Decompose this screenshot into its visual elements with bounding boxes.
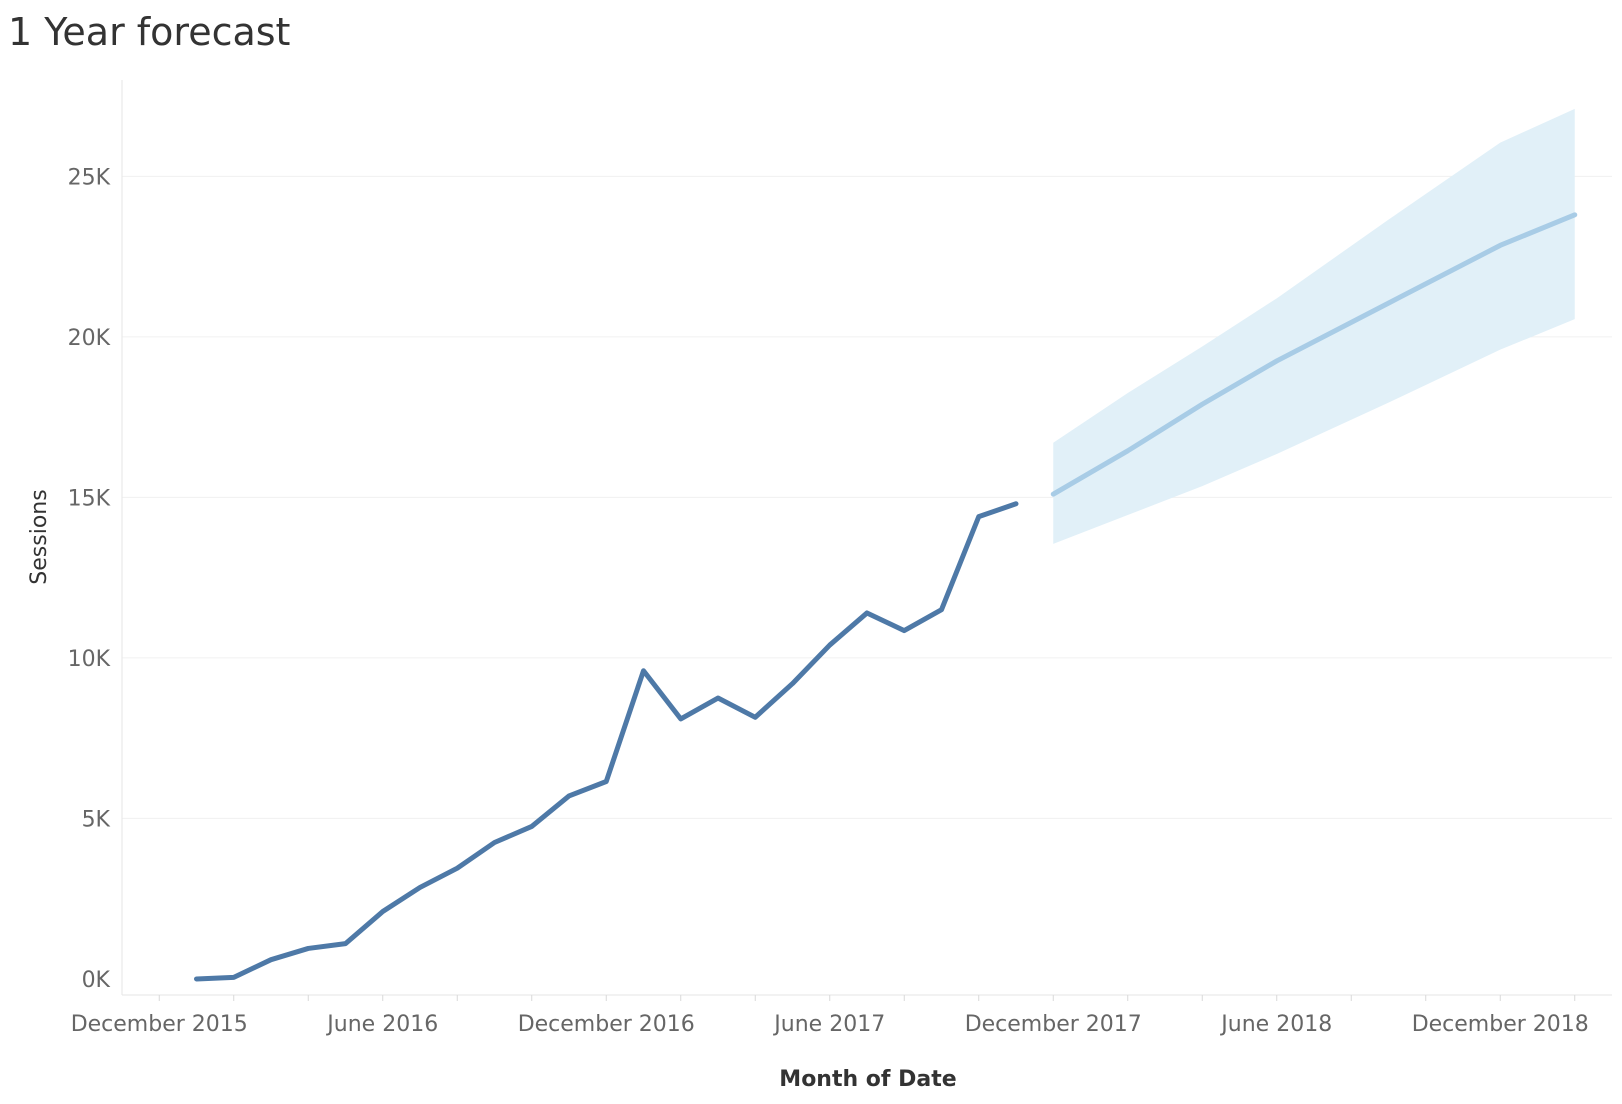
y-tick-label: 5K	[82, 807, 111, 832]
y-tick-label: 10K	[68, 647, 111, 672]
forecast-band	[1053, 108, 1575, 544]
x-tick-label: December 2017	[965, 1012, 1142, 1037]
forecast-confidence-band	[1053, 108, 1575, 544]
y-tick-label: 20K	[68, 326, 111, 351]
grid-lines	[122, 175, 1612, 819]
x-axis-title: Month of Date	[779, 1067, 956, 1092]
x-tick-label: June 2018	[1219, 1012, 1332, 1037]
series-lines	[194, 212, 1578, 982]
axes: 0K 5K 10K 15K 20K 25K December 2015 June 2016 De…	[68, 80, 1612, 1037]
x-tick-label: June 2017	[772, 1012, 885, 1037]
y-tick-label: 0K	[82, 968, 111, 993]
x-tick-label: December 2016	[518, 1012, 695, 1037]
y-tick-label: 25K	[68, 165, 111, 190]
x-tick-label: December 2018	[1412, 1012, 1589, 1037]
y-axis-title: Sessions	[27, 489, 52, 584]
x-tick-label: December 2015	[71, 1012, 248, 1037]
chart-title: 1 Year forecast	[8, 10, 291, 54]
actual-sessions-line	[194, 501, 1019, 982]
y-tick-label: 15K	[68, 486, 111, 511]
x-tick-label: June 2016	[325, 1012, 438, 1037]
